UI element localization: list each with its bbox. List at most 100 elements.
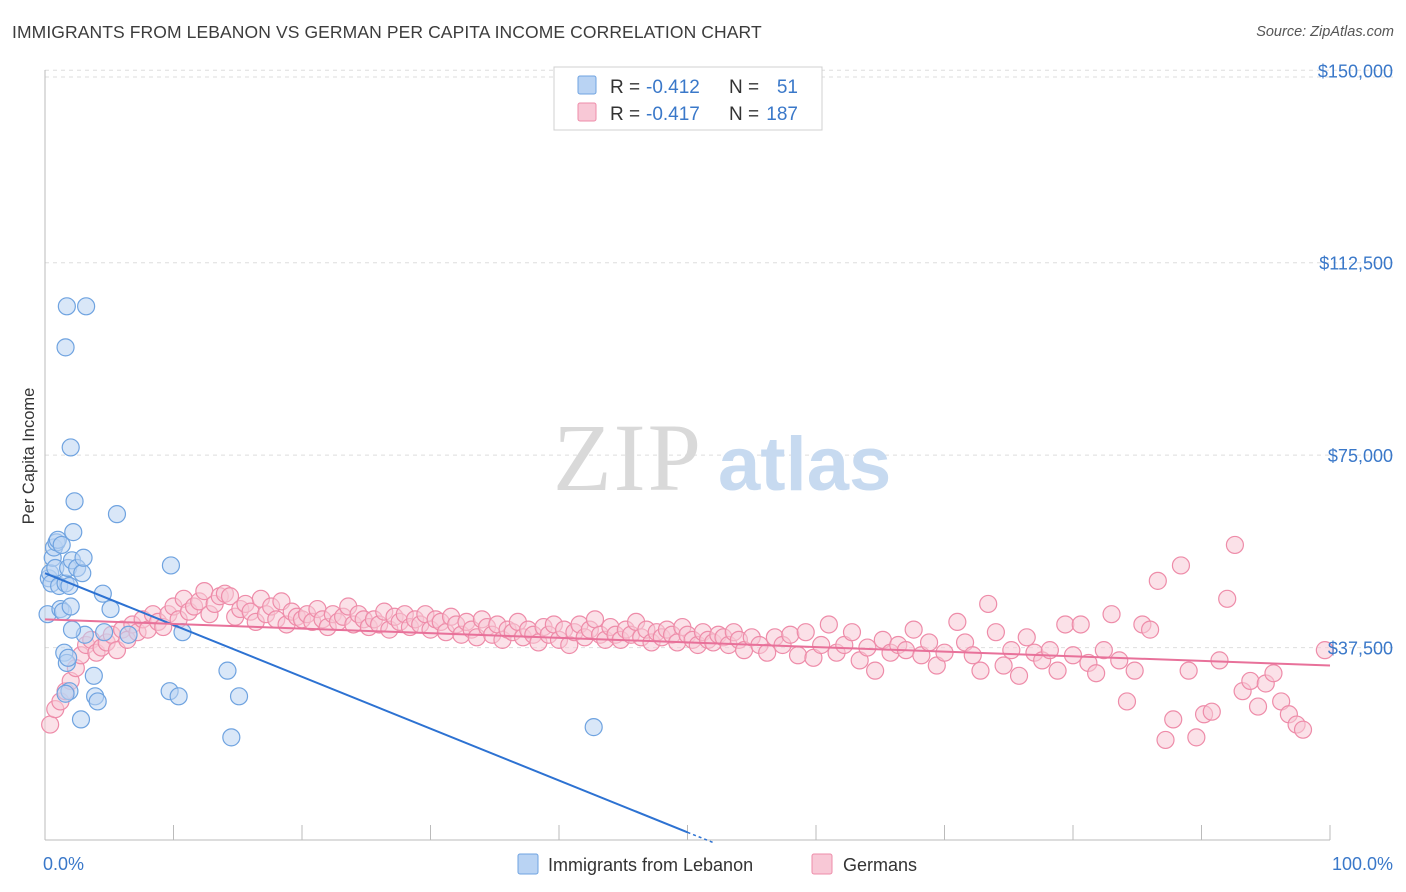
- watermark-atlas: atlas: [718, 422, 891, 507]
- point-germans: [1315, 641, 1334, 660]
- point-germans: [1241, 671, 1260, 691]
- point-lebanon: [84, 666, 103, 685]
- point-germans: [904, 620, 923, 639]
- point-lebanon: [56, 338, 75, 357]
- watermark-zip: ZIP: [553, 404, 703, 511]
- point-germans: [1202, 702, 1221, 721]
- bottom-legend-swatch-lebanon: [517, 853, 539, 875]
- trend-line-germans: [44, 618, 1331, 667]
- legend-box: R = -0.412 N = 51 R = -0.417 N = 187: [553, 66, 823, 131]
- point-germans: [1218, 589, 1237, 608]
- series-lebanon: [38, 297, 603, 747]
- point-lebanon: [73, 564, 92, 583]
- legend-n-value-germans: 187: [766, 104, 798, 125]
- x-tick-label-min: 0.0%: [43, 854, 84, 874]
- trend-extension-lebanon: [687, 831, 714, 844]
- trend-lines: [44, 572, 1331, 844]
- x-tick-labels: 0.0% 100.0%: [43, 854, 1393, 874]
- point-germans: [1140, 620, 1160, 639]
- bottom-legend-germans: Germans: [843, 855, 917, 875]
- point-lebanon: [74, 548, 93, 567]
- chart-title: IMMIGRANTS FROM LEBANON VS GERMAN PER CA…: [12, 22, 762, 42]
- watermark: ZIP atlas: [553, 404, 891, 511]
- bottom-legend-lebanon: Immigrants from Lebanon: [548, 855, 753, 875]
- y-axis-label: Per Capita Income: [20, 388, 38, 525]
- axes: [44, 70, 1331, 841]
- point-germans: [1110, 651, 1129, 670]
- point-germans: [1148, 571, 1167, 590]
- point-lebanon: [65, 492, 84, 511]
- point-germans: [1179, 661, 1198, 680]
- point-germans: [1248, 697, 1268, 716]
- point-germans: [1264, 664, 1283, 683]
- point-germans: [963, 646, 982, 665]
- point-germans: [979, 594, 998, 614]
- point-lebanon: [52, 535, 71, 555]
- point-germans: [1048, 661, 1067, 680]
- legend-r-label-lebanon: R =: [610, 77, 640, 98]
- point-lebanon: [77, 297, 96, 316]
- point-germans: [1187, 728, 1206, 747]
- legend-n-value-lebanon: 51: [777, 77, 798, 98]
- point-germans: [1002, 641, 1021, 660]
- point-lebanon: [218, 661, 237, 680]
- point-germans: [788, 646, 808, 665]
- legend-n-label-germans: N =: [729, 104, 759, 125]
- y-tick-label: $37,500: [1328, 639, 1393, 659]
- bottom-legend-swatch-germans: [811, 853, 833, 875]
- point-germans: [1125, 661, 1144, 680]
- point-germans: [971, 661, 990, 680]
- point-lebanon: [169, 687, 188, 706]
- point-lebanon: [57, 297, 76, 316]
- point-germans: [1156, 730, 1175, 750]
- point-germans: [919, 633, 939, 652]
- point-germans: [1056, 615, 1075, 634]
- point-germans: [819, 615, 838, 634]
- point-germans: [1293, 720, 1313, 739]
- point-germans: [1225, 535, 1245, 555]
- point-germans: [858, 638, 877, 657]
- point-germans: [1071, 615, 1090, 634]
- legend-r-label-germans: R =: [610, 104, 640, 125]
- legend-r-value-lebanon: -0.412: [646, 77, 700, 98]
- point-germans: [585, 610, 605, 629]
- point-germans: [986, 623, 1006, 642]
- legend-n-label-lebanon: N =: [729, 77, 759, 98]
- point-lebanon: [584, 718, 603, 737]
- point-germans: [796, 623, 815, 642]
- point-germans: [1102, 605, 1121, 624]
- point-germans: [1009, 666, 1029, 685]
- point-lebanon: [62, 620, 82, 639]
- point-lebanon: [88, 692, 107, 711]
- grid-lines: [45, 69, 1395, 649]
- source-credit: Source: ZipAtlas.com: [1256, 24, 1394, 40]
- y-tick-labels: $37,500 $75,000 $112,500 $150,000: [1318, 61, 1393, 658]
- y-tick-label: $112,500: [1319, 254, 1393, 274]
- point-germans: [948, 612, 967, 632]
- point-germans: [1017, 628, 1036, 647]
- point-lebanon: [222, 728, 241, 747]
- point-lebanon: [95, 623, 114, 642]
- point-lebanon: [119, 625, 138, 644]
- y-tick-label: $75,000: [1328, 446, 1393, 466]
- point-lebanon: [64, 523, 83, 542]
- legend-r-value-germans: -0.417: [646, 104, 700, 125]
- point-germans: [866, 661, 885, 680]
- point-germans: [220, 587, 240, 606]
- bottom-legend: Immigrants from Lebanon Germans: [517, 853, 917, 875]
- legend-swatch-lebanon: [577, 75, 597, 95]
- trend-line-lebanon: [44, 572, 688, 834]
- legend-swatch-germans: [577, 102, 597, 122]
- point-lebanon: [61, 438, 80, 457]
- y-tick-label: $150,000: [1318, 61, 1393, 81]
- point-germans: [1094, 641, 1113, 660]
- point-germans: [1087, 664, 1106, 683]
- point-lebanon: [107, 505, 127, 524]
- point-lebanon: [101, 599, 120, 619]
- point-lebanon: [161, 556, 181, 575]
- point-lebanon: [71, 710, 91, 729]
- point-germans: [41, 715, 60, 734]
- point-germans: [1164, 710, 1183, 729]
- point-germans: [842, 623, 862, 642]
